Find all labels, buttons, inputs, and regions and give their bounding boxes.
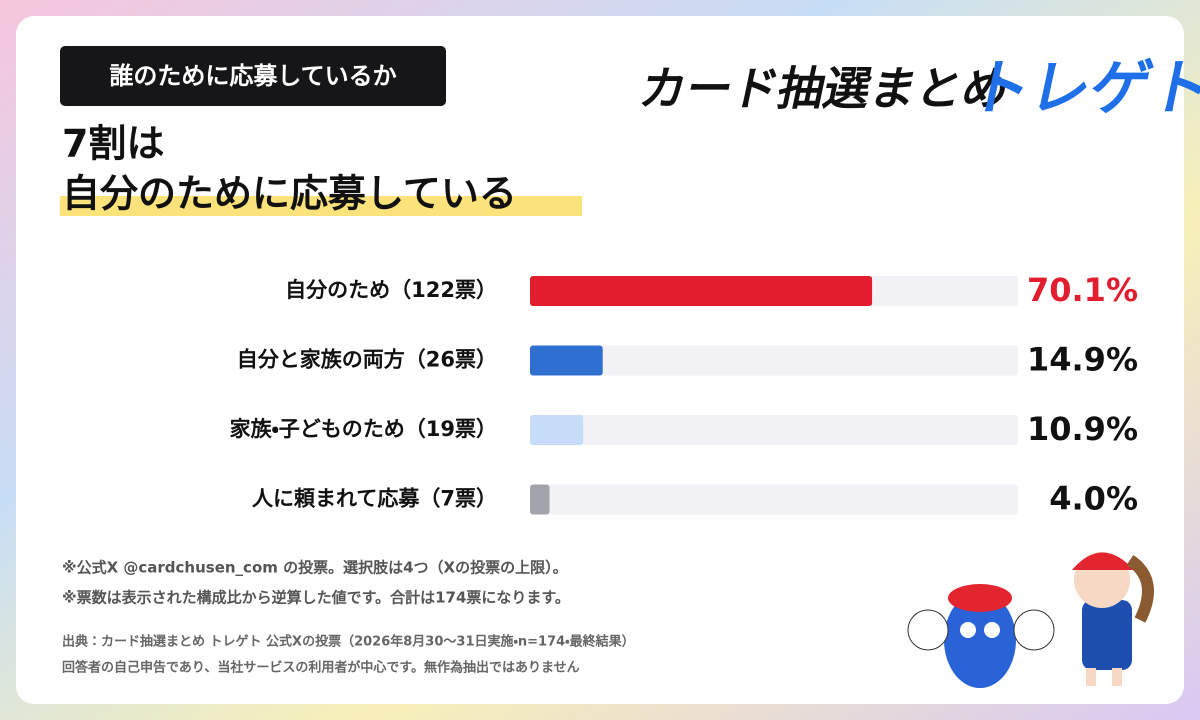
logo-text: カード抽選まとめ <box>635 62 1014 115</box>
value-label: 14.9% <box>1027 341 1138 379</box>
bar-chart: 自分のため（122票） 70.1% 自分と家族の両方（26票） 14.9% 家族・子ども… <box>230 271 1138 518</box>
headline: 自分のために応募している <box>62 172 517 216</box>
category-label: 自分のため（122票） <box>285 278 497 302</box>
bar-track <box>530 415 1018 445</box>
tag: 誰のために応募しているか <box>109 62 396 90</box>
note: ※票数は表示された構成比から逆算した値です。合計は174票になります。 <box>62 589 570 607</box>
bar <box>530 415 584 445</box>
logo: カード抽選まとめ トレゲト <box>635 54 1200 123</box>
note: ※公式X @cardchusen_com の投票。選択肢は4つ（Xの投票の上限）… <box>62 559 568 577</box>
value-label: 4.0% <box>1049 480 1138 518</box>
category-label: 家族・子どものため（19票） <box>230 417 497 441</box>
category-label: 人に頼まれて応募（7票） <box>251 487 497 511</box>
source: 回答者の自己申告であり、当社サービスの利用者が中心です。無作為抽出ではありません <box>62 660 580 676</box>
bar-track <box>530 484 1018 515</box>
value-label: 70.1% <box>1027 271 1138 309</box>
headline: 7割は <box>62 122 164 166</box>
bar-track <box>530 345 1018 376</box>
source: 出典：カード抽選まとめ トレゲト 公式Xの投票（2026年8月30〜31日実施・… <box>62 634 635 650</box>
mascot-girl <box>1072 552 1154 686</box>
bar <box>530 484 550 515</box>
bar <box>530 276 873 306</box>
category-label: 自分と家族の両方（26票） <box>237 348 497 372</box>
mascot-blue <box>907 584 1055 688</box>
logo-text: トレゲト <box>963 54 1200 123</box>
bar <box>530 345 603 376</box>
highlight <box>60 196 582 216</box>
value-label: 10.9% <box>1027 410 1138 448</box>
tag-box <box>60 46 446 106</box>
